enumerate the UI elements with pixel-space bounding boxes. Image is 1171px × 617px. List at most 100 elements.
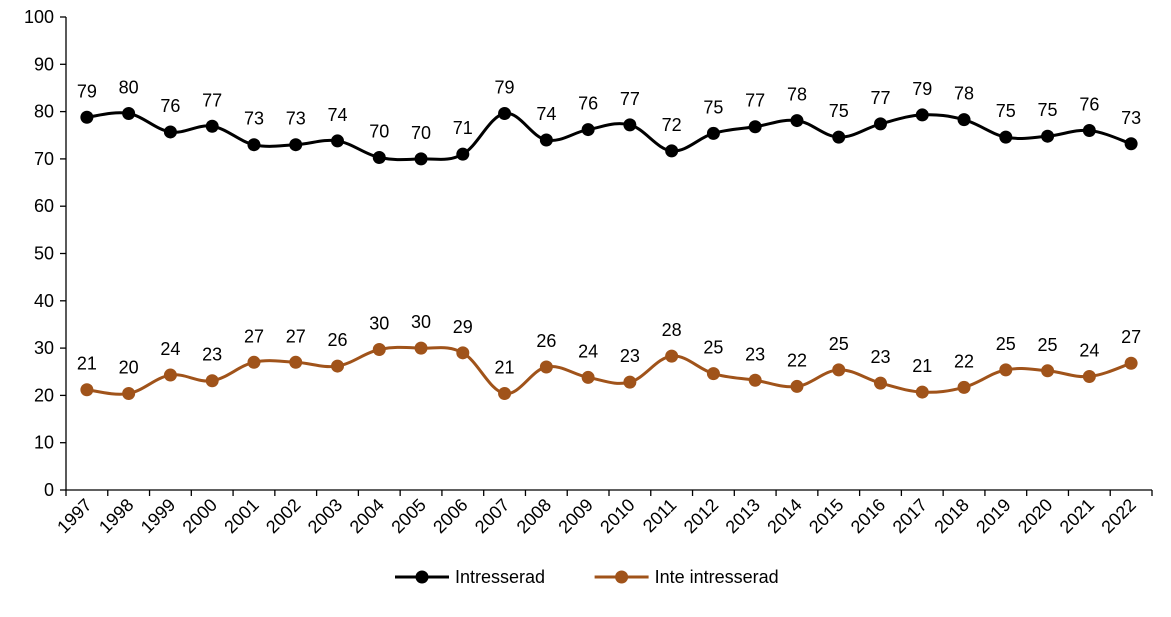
data-label: 26 — [536, 331, 556, 351]
data-label: 75 — [1038, 100, 1058, 120]
data-label: 22 — [787, 350, 807, 370]
data-point — [999, 363, 1013, 377]
data-point — [832, 130, 846, 144]
y-tick-label: 0 — [44, 480, 54, 500]
data-point — [623, 375, 637, 389]
data-point — [498, 106, 512, 120]
data-label: 25 — [996, 334, 1016, 354]
data-label: 70 — [411, 123, 431, 143]
data-point — [372, 150, 386, 164]
x-tick-label: 1997 — [53, 495, 95, 537]
data-point — [832, 363, 846, 377]
data-label: 79 — [912, 79, 932, 99]
data-point — [999, 130, 1013, 144]
data-point — [289, 355, 303, 369]
series-line-inte-intresserad — [86, 345, 1132, 396]
y-tick-label: 80 — [34, 102, 54, 122]
data-point — [623, 118, 637, 132]
data-point — [289, 138, 303, 152]
data-point — [122, 387, 136, 401]
data-label: 23 — [202, 345, 222, 365]
data-point — [1082, 124, 1096, 138]
y-tick-label: 90 — [34, 54, 54, 74]
data-label: 77 — [202, 90, 222, 110]
data-label: 23 — [870, 347, 890, 367]
data-point — [1124, 356, 1138, 370]
data-label: 77 — [870, 88, 890, 108]
data-label: 30 — [369, 314, 389, 334]
chart-axes — [65, 17, 1152, 491]
data-label: 76 — [578, 94, 598, 114]
data-label: 26 — [327, 330, 347, 350]
data-point — [581, 123, 595, 137]
legend-label-intresserad: Intresserad — [455, 567, 545, 587]
data-label: 74 — [536, 104, 556, 124]
y-tick-label: 70 — [34, 149, 54, 169]
data-point — [205, 119, 219, 133]
x-tick-label: 2013 — [722, 495, 764, 537]
data-point — [790, 114, 804, 128]
x-tick-label: 2008 — [513, 495, 555, 537]
data-point — [665, 144, 679, 158]
x-tick-label: 2019 — [972, 495, 1014, 537]
data-label: 24 — [1079, 340, 1099, 360]
y-tick-label: 100 — [24, 7, 54, 27]
data-point — [456, 346, 470, 360]
data-label: 24 — [578, 341, 598, 361]
data-point — [706, 126, 720, 140]
data-point — [331, 359, 344, 373]
data-point — [331, 134, 344, 148]
data-point — [1124, 137, 1138, 151]
data-label: 23 — [620, 346, 640, 366]
data-point — [790, 379, 804, 393]
data-label: 77 — [745, 91, 765, 111]
data-label: 72 — [662, 115, 682, 135]
x-tick-label: 2007 — [471, 495, 513, 537]
data-point — [539, 360, 553, 374]
data-label: 79 — [495, 77, 515, 97]
legend: Intresserad Inte intresserad — [395, 567, 779, 587]
data-label: 77 — [620, 89, 640, 109]
data-point — [1041, 129, 1055, 143]
data-point — [915, 108, 929, 122]
series-layer: 79 80 76 77 73 73 74 70 70 71 79 74 76 77 72 75 77 78 75 77… — [77, 77, 1141, 401]
series-intresserad: 79 80 76 77 73 73 74 70 70 71 79 74 76 77 72 75 77 78 75 77… — [77, 77, 1141, 166]
data-point — [748, 120, 762, 134]
data-label: 27 — [1121, 327, 1141, 347]
x-tick-label: 1998 — [95, 495, 137, 537]
data-point — [247, 355, 261, 369]
data-label: 30 — [411, 312, 431, 332]
x-tick-label: 2004 — [346, 495, 388, 537]
x-tick-label: 2021 — [1056, 495, 1098, 537]
data-point — [498, 387, 512, 401]
data-label: 76 — [160, 96, 180, 116]
data-point — [163, 368, 177, 382]
data-label: 21 — [495, 358, 515, 378]
data-label: 78 — [787, 85, 807, 105]
data-label: 74 — [327, 105, 347, 125]
y-tick-label: 40 — [34, 291, 54, 311]
data-label: 29 — [453, 317, 473, 337]
y-tick-label: 50 — [34, 244, 54, 264]
y-tick-label: 10 — [34, 433, 54, 453]
x-tick-label: 2017 — [889, 495, 931, 537]
data-point — [456, 147, 470, 161]
x-tick-label: 2009 — [554, 495, 596, 537]
x-tick-label: 2016 — [847, 495, 889, 537]
series-inte-intresserad: 21 20 24 23 27 27 26 30 30 29 21 26 24 23 28 25 23 22 25 23… — [77, 312, 1141, 401]
data-point — [957, 113, 971, 127]
y-tick-label: 60 — [34, 196, 54, 216]
legend-swatch-marker-intresserad — [415, 570, 429, 584]
data-label: 28 — [662, 320, 682, 340]
x-tick-label: 2000 — [179, 495, 221, 537]
data-label: 27 — [286, 326, 306, 346]
data-label: 70 — [369, 121, 389, 141]
data-point — [414, 152, 428, 166]
data-label: 75 — [829, 101, 849, 121]
data-point — [581, 370, 595, 384]
legend-label-inte-intresserad: Inte intresserad — [655, 567, 779, 587]
data-label: 78 — [954, 84, 974, 104]
x-tick-label: 2005 — [387, 495, 429, 537]
data-label: 23 — [745, 344, 765, 364]
